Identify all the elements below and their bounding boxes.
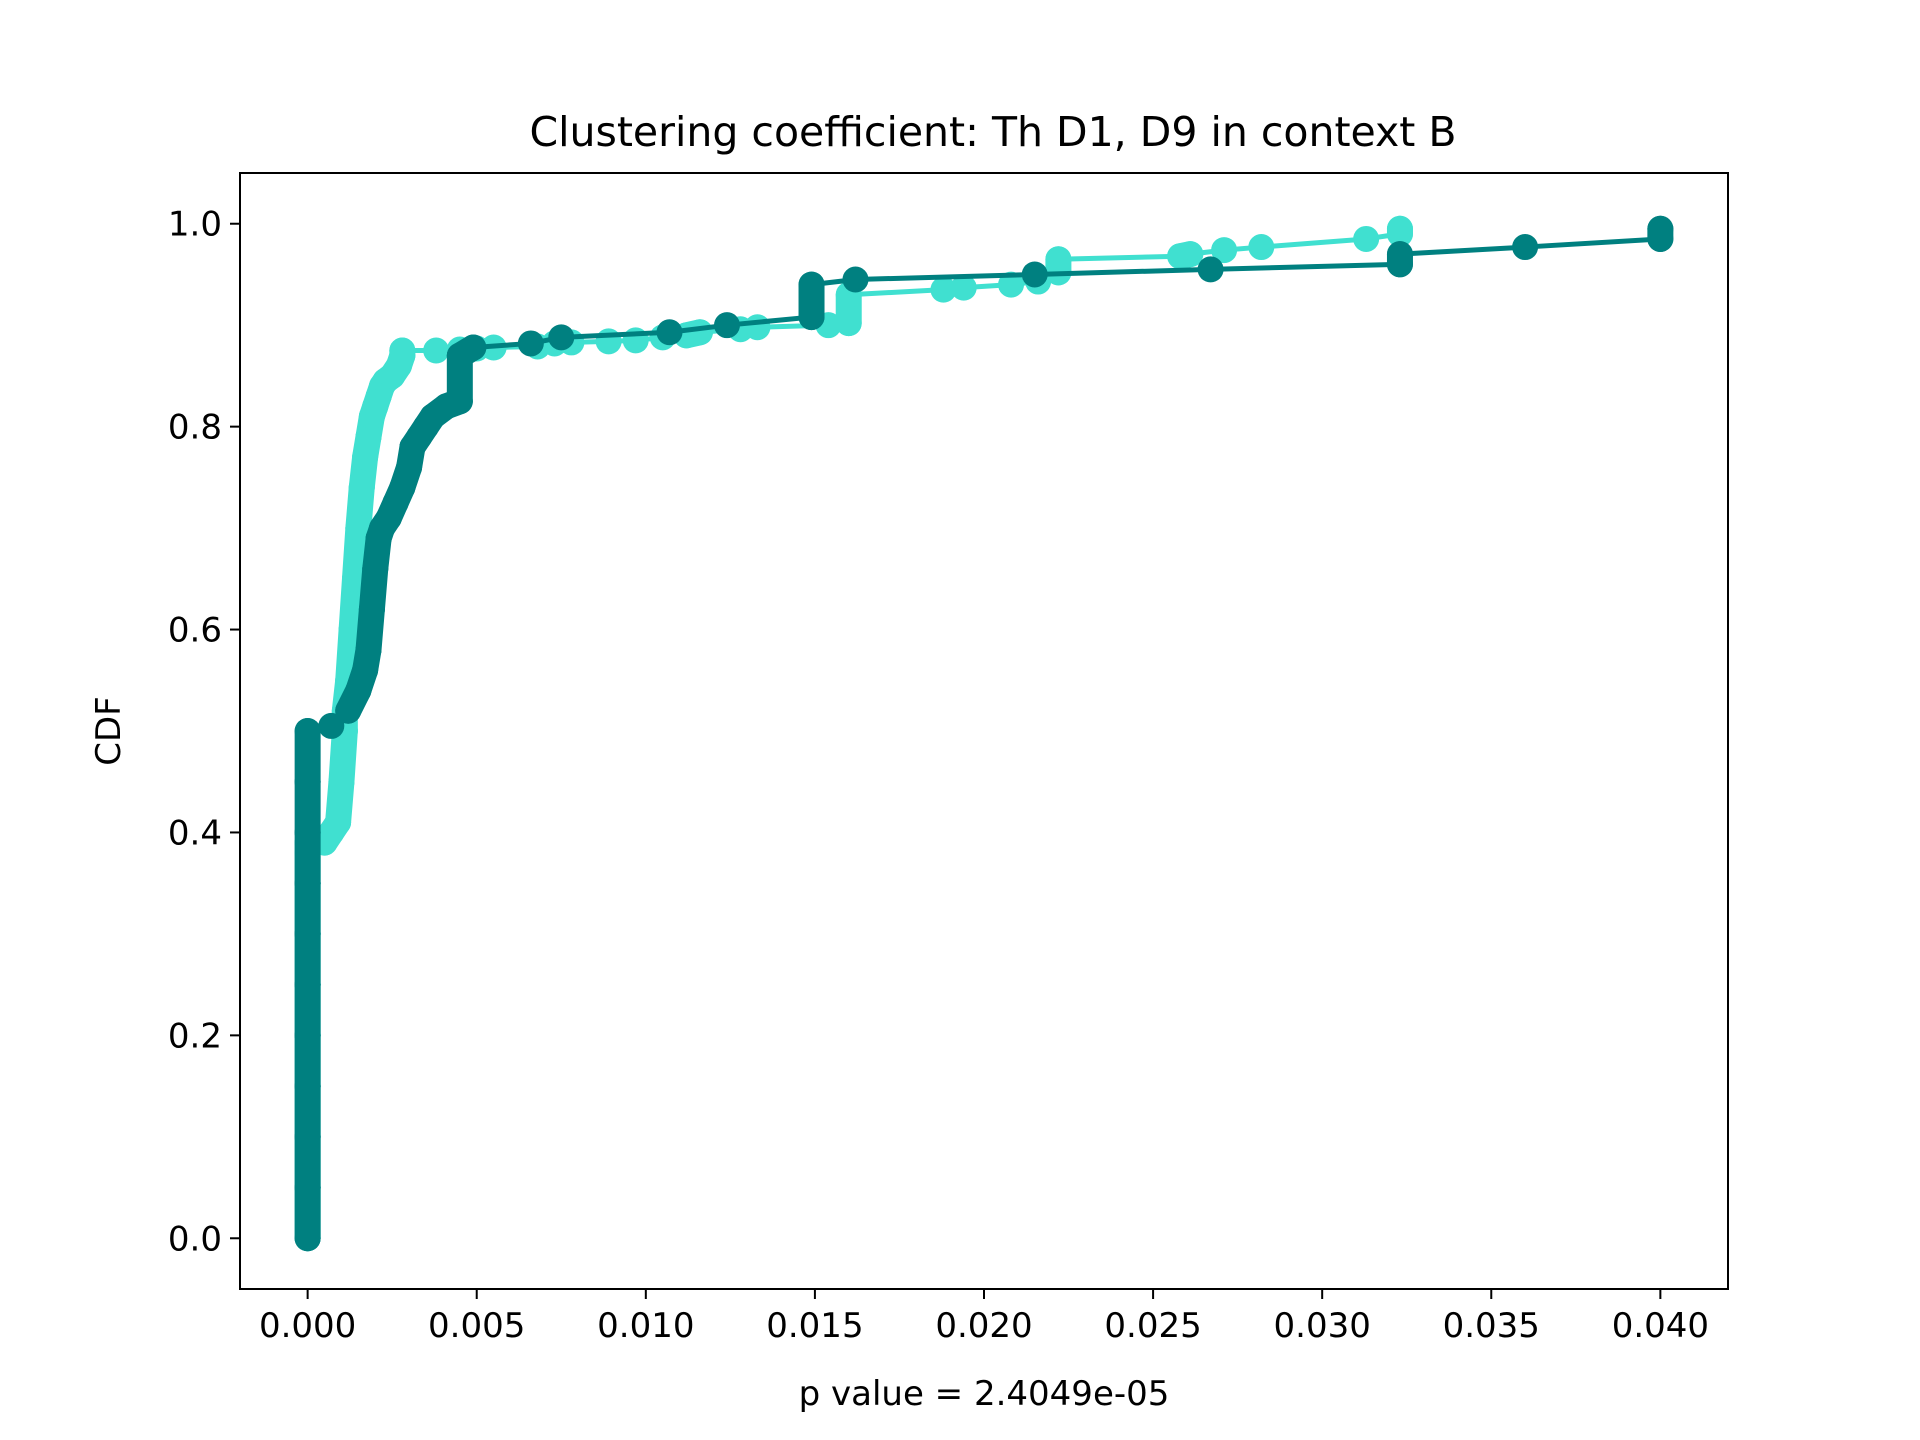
x-tick-label: 0.010: [597, 1306, 694, 1346]
series-1-point: [345, 515, 372, 542]
y-tick-label: 0.6: [168, 611, 222, 651]
y-tick-label: 1.0: [168, 205, 222, 245]
series-2: [294, 215, 1674, 1252]
series-1-point: [355, 423, 382, 450]
x-axis: 0.000 0.005 0.010 0.015 0.020 0.025 0.030 0.035…: [259, 1289, 1709, 1346]
x-tick-label: 0.020: [935, 1306, 1032, 1346]
x-tick-label: 0.040: [1612, 1306, 1709, 1346]
series-2-point: [318, 712, 345, 739]
series-2-point: [294, 1022, 321, 1049]
series-2-point: [294, 1073, 321, 1100]
series-2-point: [446, 388, 473, 415]
y-axis: 0.0 0.2 0.4 0.6 0.8 1.0: [168, 205, 240, 1259]
series-2-point: [345, 677, 372, 704]
y-tick-label: 0.0: [168, 1219, 222, 1259]
x-axis-label: p value = 2.4049e-05: [799, 1374, 1170, 1414]
series-2-point: [294, 819, 321, 846]
series-1-point: [744, 314, 771, 341]
series-2-point: [1647, 215, 1674, 242]
series-1-point: [325, 809, 352, 836]
series-1-point: [1353, 225, 1380, 252]
series-2-point: [389, 474, 416, 501]
series-1-point: [1211, 237, 1238, 264]
series-1-point: [423, 337, 450, 364]
x-tick-label: 0.030: [1274, 1306, 1371, 1346]
series-2-point: [656, 319, 683, 346]
series-2-point: [798, 271, 825, 298]
series-1-point: [1386, 215, 1413, 242]
series-2-point: [396, 454, 423, 481]
series-2-point: [294, 870, 321, 897]
x-tick-label: 0.015: [766, 1306, 863, 1346]
y-tick-label: 0.8: [168, 408, 222, 448]
series-1-point: [328, 768, 355, 795]
series-2-point: [294, 1225, 321, 1252]
series-1-point: [352, 444, 379, 471]
series-2-point: [355, 636, 382, 663]
series-1-point: [835, 310, 862, 337]
y-tick-label: 0.2: [168, 1016, 222, 1056]
series-2-point: [713, 312, 740, 339]
x-tick-label: 0.025: [1104, 1306, 1201, 1346]
series-2-point: [294, 1174, 321, 1201]
series-2-point: [1386, 241, 1413, 268]
series-1-point: [686, 319, 713, 346]
series-1-point: [1045, 246, 1072, 273]
x-tick-label: 0.035: [1443, 1306, 1540, 1346]
series-1-point: [950, 274, 977, 301]
series-2-point: [294, 1123, 321, 1150]
series-2-point: [517, 330, 544, 357]
series-1-point: [348, 474, 375, 501]
series-2-point: [1021, 261, 1048, 288]
series-2-point: [798, 304, 825, 331]
series-layer: [294, 215, 1674, 1252]
series-2-point: [294, 971, 321, 998]
series-2-point: [294, 768, 321, 795]
x-tick-label: 0.005: [428, 1306, 525, 1346]
series-2-point: [352, 657, 379, 684]
chart-title: Clustering coefficient: Th D1, D9 in con…: [529, 108, 1456, 156]
series-2-point: [1197, 256, 1224, 283]
series-1-point: [389, 337, 416, 364]
series-2-point: [548, 324, 575, 351]
x-tick-label: 0.000: [259, 1306, 356, 1346]
series-2-point: [362, 555, 389, 582]
y-axis-label: CDF: [89, 696, 129, 765]
series-2-point: [842, 266, 869, 293]
series-1-point: [1177, 241, 1204, 268]
series-2-point: [358, 596, 385, 623]
series-2-point: [294, 718, 321, 744]
y-tick-label: 0.4: [168, 813, 222, 853]
series-1-point: [998, 271, 1025, 298]
series-2-point: [294, 920, 321, 947]
series-2-point: [460, 334, 487, 361]
series-2-point: [1512, 234, 1539, 261]
series-1-point: [930, 276, 957, 303]
series-1-point: [1248, 234, 1275, 261]
series-2-point: [335, 697, 362, 724]
